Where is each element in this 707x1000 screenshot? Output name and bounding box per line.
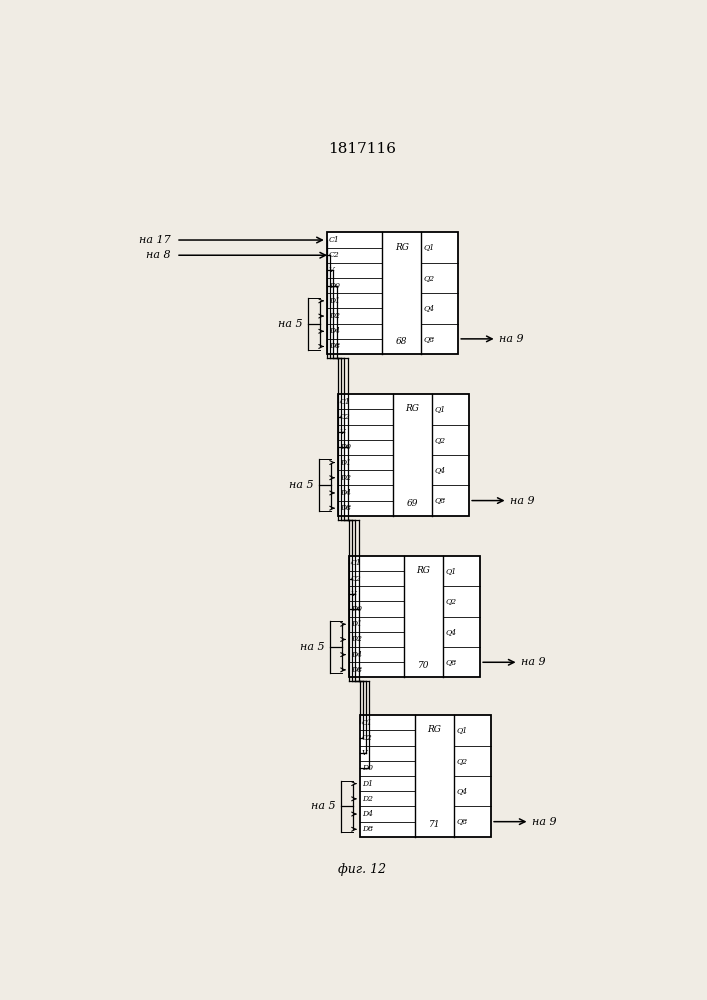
- Text: Q8: Q8: [457, 818, 467, 826]
- Text: C1: C1: [340, 398, 351, 406]
- Text: C2: C2: [329, 251, 339, 259]
- Text: Q2: Q2: [423, 274, 435, 282]
- Text: D2: D2: [351, 635, 362, 643]
- Bar: [327, 232, 458, 354]
- Bar: [349, 556, 480, 677]
- Text: V: V: [329, 266, 334, 274]
- Text: на 17: на 17: [139, 235, 170, 245]
- Text: Q1: Q1: [457, 726, 467, 734]
- Text: Q8: Q8: [445, 658, 457, 666]
- Text: D1: D1: [329, 297, 340, 305]
- Text: C2: C2: [351, 575, 361, 583]
- Text: D1: D1: [340, 459, 351, 467]
- Text: D0: D0: [340, 443, 351, 451]
- Text: RG: RG: [428, 725, 442, 734]
- Text: C1: C1: [329, 236, 339, 244]
- Text: Q8: Q8: [423, 335, 435, 343]
- Text: Q4: Q4: [423, 304, 435, 312]
- Text: Q1: Q1: [435, 405, 445, 413]
- Text: RG: RG: [395, 243, 409, 252]
- Text: на 9: на 9: [521, 657, 546, 667]
- Text: V: V: [362, 749, 368, 757]
- Text: на 9: на 9: [510, 496, 535, 506]
- Text: Q4: Q4: [457, 787, 467, 795]
- Text: Q1: Q1: [423, 244, 435, 252]
- Text: V: V: [340, 428, 346, 436]
- Text: C2: C2: [340, 413, 351, 421]
- Text: D8: D8: [351, 666, 362, 674]
- Bar: [338, 394, 469, 516]
- Text: на 5: на 5: [311, 801, 336, 811]
- Text: 1817116: 1817116: [328, 142, 397, 156]
- Text: C1: C1: [362, 719, 373, 727]
- Text: D4: D4: [351, 651, 362, 659]
- Text: RG: RG: [416, 566, 431, 575]
- Text: Q2: Q2: [457, 757, 467, 765]
- Text: Q1: Q1: [445, 567, 457, 575]
- Text: Q8: Q8: [435, 497, 445, 505]
- Text: 69: 69: [407, 499, 419, 508]
- Text: C1: C1: [351, 559, 361, 567]
- Text: 68: 68: [396, 337, 407, 346]
- Text: D8: D8: [362, 825, 373, 833]
- Text: D4: D4: [340, 489, 351, 497]
- Text: D0: D0: [329, 282, 340, 290]
- Text: D8: D8: [340, 504, 351, 512]
- Text: фиг. 12: фиг. 12: [338, 863, 387, 876]
- Text: C2: C2: [362, 734, 373, 742]
- Bar: [360, 715, 491, 837]
- Text: D1: D1: [362, 780, 373, 788]
- Text: на 9: на 9: [499, 334, 524, 344]
- Text: V: V: [351, 590, 356, 598]
- Text: Q4: Q4: [435, 466, 445, 474]
- Text: Q2: Q2: [435, 436, 445, 444]
- Text: на 5: на 5: [278, 319, 303, 329]
- Text: D0: D0: [362, 764, 373, 772]
- Text: D4: D4: [362, 810, 373, 818]
- Text: 71: 71: [429, 820, 440, 829]
- Text: Q2: Q2: [445, 597, 457, 605]
- Text: на 9: на 9: [532, 817, 557, 827]
- Text: Q4: Q4: [445, 628, 457, 636]
- Text: D4: D4: [329, 327, 340, 335]
- Text: RG: RG: [406, 404, 420, 413]
- Text: 70: 70: [418, 661, 429, 670]
- Text: D8: D8: [329, 342, 340, 350]
- Text: D0: D0: [351, 605, 362, 613]
- Text: на 5: на 5: [289, 480, 314, 490]
- Text: на 8: на 8: [146, 250, 170, 260]
- Text: D2: D2: [362, 795, 373, 803]
- Text: на 5: на 5: [300, 642, 325, 652]
- Text: D1: D1: [351, 620, 362, 628]
- Text: D2: D2: [340, 474, 351, 482]
- Text: D2: D2: [329, 312, 340, 320]
